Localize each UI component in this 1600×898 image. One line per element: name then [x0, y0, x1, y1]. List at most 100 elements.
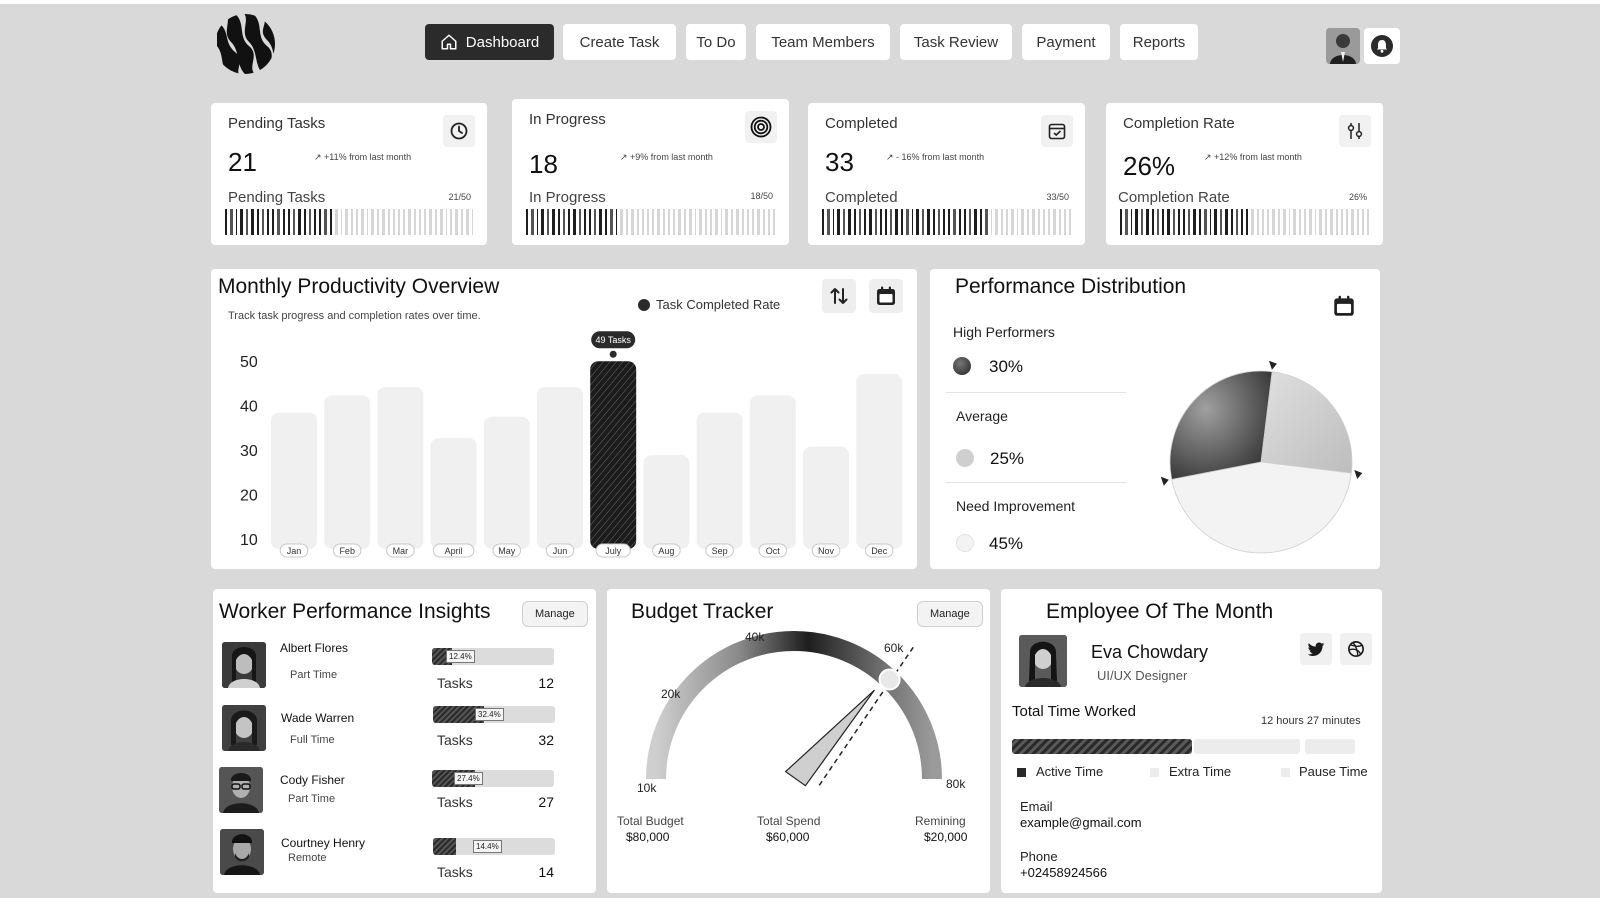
barcode-stripe: [985, 209, 988, 235]
barcode-stripe: [1005, 209, 1009, 235]
month-text: July: [605, 546, 622, 556]
nav-to-do[interactable]: To Do: [686, 24, 746, 60]
target-icon[interactable]: [745, 111, 777, 143]
active-time-swatch: [1017, 768, 1026, 777]
email-value[interactable]: example@gmail.com: [1020, 815, 1142, 830]
barcode-stripe: [361, 209, 364, 235]
gauge-knob[interactable]: [878, 668, 901, 691]
barcode-stripe: [1240, 209, 1243, 235]
barcode-stripe: [1262, 209, 1264, 235]
nav-create-task[interactable]: Create Task: [563, 24, 676, 60]
barcode-stripe: [1135, 209, 1138, 235]
barcode-stripe: [1178, 209, 1181, 235]
gauge-dashed-line: [818, 646, 915, 786]
worker-name: Wade Warren: [281, 711, 355, 725]
twitter-button[interactable]: [1300, 633, 1332, 665]
bar-feb[interactable]: [324, 395, 371, 549]
gauge-scale-label: 20k: [661, 687, 681, 701]
nav-reports[interactable]: Reports: [1120, 24, 1198, 60]
barcode-stripe: [853, 209, 857, 235]
high-performers-dot: [953, 357, 971, 375]
pie-slice-average[interactable]: [1260, 371, 1353, 474]
barcode-stripe: [651, 209, 655, 235]
gauge-scale-label: 40k: [745, 630, 765, 644]
nav-payment[interactable]: Payment: [1022, 24, 1110, 60]
manage-budget-button[interactable]: Manage: [917, 601, 983, 627]
bar-jan[interactable]: [271, 412, 317, 549]
month-label: Dec: [864, 543, 894, 558]
stat-card-pending: Pending Tasks 21 ↗ +11% from last month …: [211, 103, 487, 245]
brand-logo[interactable]: [213, 12, 277, 76]
bar-aug[interactable]: [643, 455, 690, 549]
barcode-stripe: [440, 209, 443, 235]
pie-slice-need-improvement[interactable]: [1171, 461, 1352, 554]
barcode-stripe: [245, 209, 249, 235]
barcode-stripe: [1047, 209, 1051, 235]
manage-workers-button[interactable]: Manage: [522, 601, 588, 627]
nav-task-review[interactable]: Task Review: [900, 24, 1012, 60]
sliders-icon[interactable]: [1339, 115, 1371, 147]
bar-dec[interactable]: [856, 374, 903, 549]
nav-dashboard[interactable]: Dashboard: [425, 24, 554, 60]
barcode-stripe: [699, 209, 702, 235]
barcode-stripe: [1026, 209, 1030, 235]
bar-sep[interactable]: [696, 412, 743, 549]
barcode-stripe: [1303, 209, 1307, 235]
barcode-stripe: [584, 209, 587, 235]
barcode-stripe: [610, 209, 613, 235]
highlight-tooltip: 49 Tasks: [591, 331, 636, 358]
bar-april[interactable]: [430, 438, 477, 549]
barcode-stripe: [709, 209, 713, 235]
barcode-stripe: [1245, 209, 1249, 235]
dribbble-button[interactable]: [1340, 633, 1372, 665]
stat-value: 21: [228, 147, 257, 177]
barcode-stripe: [689, 209, 692, 235]
month-pill: [386, 543, 415, 558]
barcode-stripe: [911, 209, 914, 235]
barcode-stripe: [1236, 209, 1238, 235]
barcode-stripe: [885, 209, 887, 235]
barcode-stripe: [1193, 209, 1196, 235]
worker-task-count: 32: [538, 732, 554, 748]
extra-time-bar: [1194, 739, 1300, 754]
barcode-stripe: [434, 209, 438, 235]
calendar-check-icon[interactable]: [1041, 115, 1073, 147]
employee-role: UI/UX Designer: [1097, 668, 1188, 683]
barcode-stripe: [1021, 209, 1024, 235]
month-label: Sep: [705, 543, 734, 558]
barcode-stripe: [921, 209, 925, 235]
barcode-stripe: [1183, 209, 1185, 235]
bar-oct[interactable]: [749, 395, 796, 549]
bar-mar[interactable]: [377, 386, 424, 549]
user-avatar[interactable]: [1326, 28, 1360, 64]
barcode-stripe: [340, 209, 343, 235]
calendar-icon: [1334, 295, 1354, 316]
distribution-label: Average: [956, 408, 1008, 424]
barcode-stripe: [604, 209, 608, 235]
bar-nov[interactable]: [803, 446, 849, 549]
worker-progress-bar: 14.4%: [433, 838, 555, 855]
notification-button[interactable]: [1364, 28, 1400, 64]
tooltip-bg: [591, 331, 636, 349]
clock-icon[interactable]: [443, 115, 475, 147]
barcode-stripe: [646, 209, 649, 235]
bar-may[interactable]: [483, 416, 530, 549]
legend-label: Active Time: [1036, 764, 1104, 779]
stat-trend: ↗ +12% from last month: [1204, 152, 1302, 162]
pie-slice-high-performers[interactable]: [1169, 370, 1273, 480]
bar-july[interactable]: [590, 361, 637, 549]
distribution-value: 25%: [990, 449, 1025, 468]
barcode-stripe: [947, 209, 951, 235]
nav-team-members[interactable]: Team Members: [756, 24, 890, 60]
tasks-label: Tasks: [437, 864, 473, 880]
phone-value[interactable]: +02458924566: [1020, 865, 1108, 880]
stat-ratio: 21/50: [448, 192, 471, 202]
bar-jun[interactable]: [537, 386, 583, 549]
sort-button[interactable]: [822, 279, 856, 313]
distribution-calendar-button[interactable]: [1327, 289, 1361, 323]
calendar-button[interactable]: [869, 279, 903, 313]
stat-ratio: 18/50: [750, 191, 773, 201]
stat-trend-text: +11% from last month: [324, 152, 412, 162]
month-label: Aug: [652, 543, 681, 558]
barcode-stripe: [757, 209, 760, 235]
